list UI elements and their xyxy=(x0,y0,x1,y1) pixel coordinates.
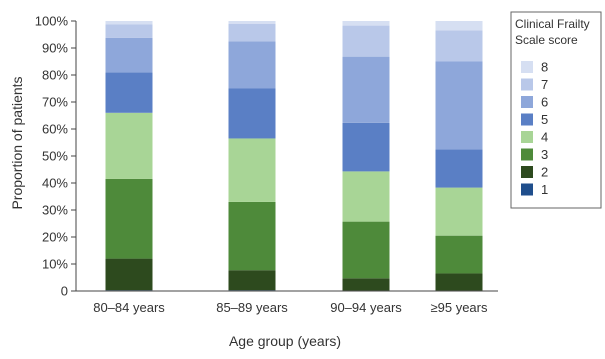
bar-segment-score-3 xyxy=(435,235,483,274)
y-tick-label: 40% xyxy=(42,176,68,191)
legend-swatch-score-1 xyxy=(521,183,533,196)
bar-segment-score-6 xyxy=(228,41,276,89)
bar-segment-score-5 xyxy=(435,149,483,188)
legend-swatch-score-7 xyxy=(521,78,533,91)
bar-segment-score-8 xyxy=(342,21,390,26)
legend-title: Scale score xyxy=(515,33,578,47)
bar-segment-score-7 xyxy=(435,30,483,62)
bar-segment-score-2 xyxy=(105,258,153,291)
legend-swatch-score-2 xyxy=(521,166,533,178)
bar-segment-score-4 xyxy=(342,171,390,222)
bar-segment-score-2 xyxy=(435,273,483,291)
legend-swatch-score-4 xyxy=(521,131,533,143)
x-axis-title: Age group (years) xyxy=(229,333,341,349)
y-tick-label: 70% xyxy=(42,95,68,110)
legend-label: 3 xyxy=(541,147,548,162)
legend-swatch-score-8 xyxy=(521,61,533,73)
y-tick-label: 50% xyxy=(42,149,68,164)
y-tick-label: 80% xyxy=(42,68,68,83)
bar-segment-score-4 xyxy=(105,112,153,179)
x-tick-label: 90–94 years xyxy=(330,300,402,315)
bar-segment-score-4 xyxy=(228,138,276,202)
x-tick-label: 80–84 years xyxy=(93,300,165,315)
bar-segment-score-7 xyxy=(228,23,276,42)
legend-label: 6 xyxy=(541,95,548,110)
bar-segment-score-8 xyxy=(105,21,153,25)
bar-segment-score-3 xyxy=(105,178,153,259)
bar-segment-score-7 xyxy=(342,25,390,57)
bar-segment-score-7 xyxy=(105,24,153,38)
legend-label: 5 xyxy=(541,112,548,127)
y-tick-label: 20% xyxy=(42,230,68,245)
legend-title: Clinical Frailty xyxy=(515,17,590,31)
x-tick-label: 85–89 years xyxy=(216,300,288,315)
bar-segment-score-8 xyxy=(228,21,276,24)
y-tick-label: 30% xyxy=(42,203,68,218)
bar-segment-score-5 xyxy=(228,88,276,139)
legend-swatch-score-3 xyxy=(521,148,533,161)
legend-label: 4 xyxy=(541,130,548,145)
y-tick-label: 100% xyxy=(35,14,69,29)
bar-segment-score-2 xyxy=(228,270,276,291)
bar-segment-score-8 xyxy=(435,21,483,31)
y-tick-label: 90% xyxy=(42,41,68,56)
bar-segment-score-2 xyxy=(342,278,390,291)
legend-label: 1 xyxy=(541,182,548,197)
bar-segment-score-5 xyxy=(105,72,153,113)
bar-segment-score-6 xyxy=(105,37,153,73)
x-tick-label: ≥95 years xyxy=(431,300,488,315)
bar-segment-score-6 xyxy=(435,61,483,150)
legend-label: 8 xyxy=(541,60,548,75)
bar-segment-score-3 xyxy=(342,221,390,279)
bar-segment-score-6 xyxy=(342,56,390,123)
legend-label: 7 xyxy=(541,77,548,92)
bar-segment-score-4 xyxy=(435,187,483,236)
y-tick-label: 60% xyxy=(42,122,68,137)
legend-label: 2 xyxy=(541,165,548,180)
bar-segment-score-3 xyxy=(228,201,276,271)
legend-swatch-score-5 xyxy=(521,113,533,126)
y-axis-title: Proportion of patients xyxy=(9,76,25,209)
bar-segment-score-5 xyxy=(342,122,390,172)
y-tick-label: 10% xyxy=(42,257,68,272)
legend-swatch-score-6 xyxy=(521,96,533,108)
y-tick-label: 0 xyxy=(61,284,68,299)
